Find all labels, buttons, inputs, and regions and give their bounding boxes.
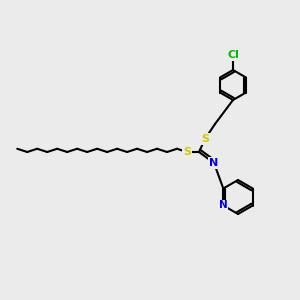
Text: N: N xyxy=(219,200,228,211)
Text: S: S xyxy=(183,147,191,157)
Text: S: S xyxy=(201,134,209,144)
Text: Cl: Cl xyxy=(227,50,239,60)
Text: N: N xyxy=(209,158,219,168)
